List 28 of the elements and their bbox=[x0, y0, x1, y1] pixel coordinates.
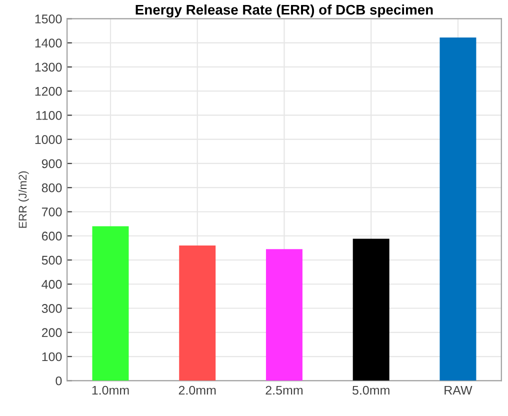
y-tick-label: 1200 bbox=[35, 86, 62, 96]
y-tick-label: 400 bbox=[42, 280, 62, 289]
y-tick-label: 200 bbox=[42, 328, 62, 338]
y-tick-label: 1300 bbox=[35, 62, 62, 72]
bar bbox=[440, 38, 476, 381]
y-tick-label: 800 bbox=[42, 183, 62, 192]
bar bbox=[266, 249, 302, 381]
y-tick-label: 0 bbox=[56, 376, 62, 386]
chart-title: Energy Release Rate (ERR) of DCB specimen bbox=[136, 4, 433, 18]
bar bbox=[179, 246, 216, 381]
x-tick-label: 1.0mm bbox=[92, 386, 129, 395]
y-axis-title: ERR (J/m2) bbox=[18, 171, 29, 228]
y-tick-label: 300 bbox=[42, 304, 62, 313]
y-tick-label: 1100 bbox=[36, 111, 62, 120]
y-tick-label: 900 bbox=[42, 159, 62, 168]
y-tick-label: 1400 bbox=[35, 38, 62, 48]
bar bbox=[92, 226, 129, 381]
x-tick-label: RAW bbox=[444, 386, 472, 395]
y-tick-label: 500 bbox=[42, 256, 62, 265]
x-tick-label: 2.5mm bbox=[266, 386, 303, 395]
y-tick-label: 600 bbox=[42, 232, 62, 241]
y-tick-label: 1500 bbox=[35, 14, 62, 24]
x-tick-label: 2.0mm bbox=[178, 386, 216, 395]
bar bbox=[352, 238, 390, 381]
x-tick-label: 5.0mm bbox=[352, 386, 390, 395]
y-tick-label: 1000 bbox=[35, 135, 62, 144]
y-tick-label: 700 bbox=[42, 208, 62, 216]
y-tick-label: 100 bbox=[42, 352, 62, 362]
